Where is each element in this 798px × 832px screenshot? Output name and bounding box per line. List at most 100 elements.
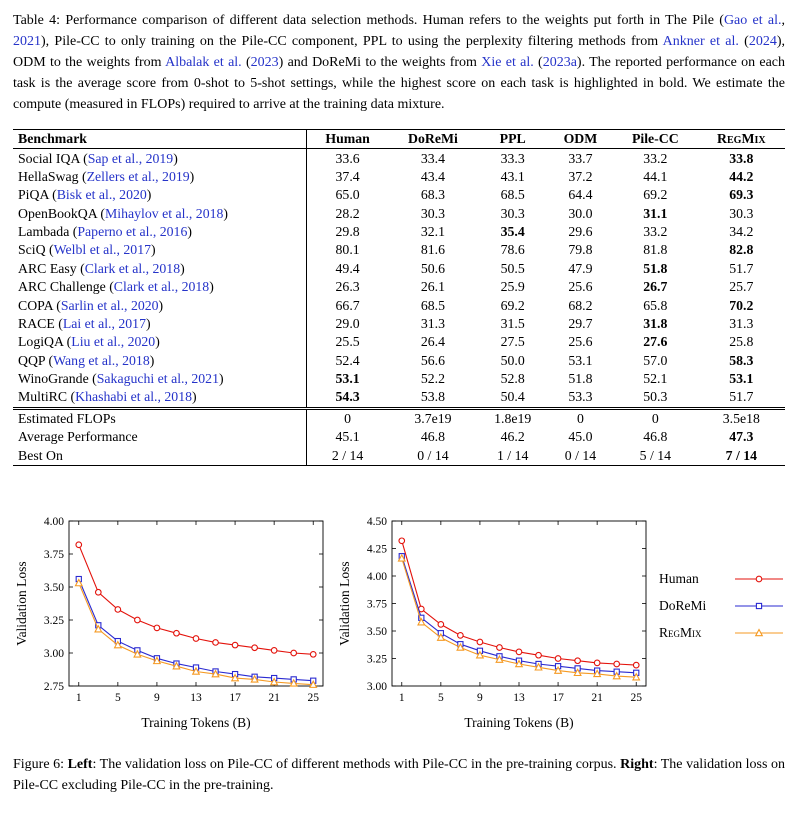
citation-link[interactable]: Sap et al., 2019 xyxy=(87,150,174,166)
score-cell: 78.6 xyxy=(500,242,525,258)
circle-marker xyxy=(231,641,239,649)
citation-link[interactable]: Lai et al., 2017 xyxy=(62,315,146,331)
score-cell: 33.3 xyxy=(500,150,525,166)
header-row: Benchmark Human DoReMi PPL ODM Pile-CC R… xyxy=(13,129,785,150)
circle-marker xyxy=(212,638,219,646)
text-segment: ), ODM to the weights from xyxy=(13,34,785,70)
citation-link[interactable]: Ankner et al. xyxy=(662,34,739,49)
circle-marker xyxy=(290,649,298,657)
legend-label: RegMix xyxy=(659,624,702,640)
chart-legend: Human DoReMi RegMix xyxy=(659,571,785,641)
triangle-marker xyxy=(113,640,123,649)
triangle-marker xyxy=(211,669,220,678)
score-cell: 33.4 xyxy=(420,150,445,166)
svg-text:3.00: 3.00 xyxy=(44,648,64,660)
score-cell: 31.1 xyxy=(643,205,668,221)
citation-link[interactable]: Khashabi et al., 2018 xyxy=(75,389,192,405)
score-cell: 30.3 xyxy=(500,205,525,221)
summary-row: Best On 2 / 14 0 / 14 1 / 14 0 / 14 5 / 14 7 /… xyxy=(13,446,785,466)
score-cell: 0 xyxy=(306,406,389,428)
citation-link[interactable]: 2023a xyxy=(542,55,577,70)
score-cell: 3.7e19 xyxy=(388,406,478,428)
citation-link[interactable]: Welbl et al., 2017 xyxy=(53,242,152,258)
citation-link[interactable]: Clark et al., 2018 xyxy=(84,260,181,276)
svg-text:3.75: 3.75 xyxy=(44,549,64,561)
score-cell: 49.4 xyxy=(335,260,360,276)
triangle-marker xyxy=(456,642,465,651)
triangle-marker xyxy=(495,654,504,663)
score-cell: 25.5 xyxy=(335,334,360,350)
table-row: QQP (Wang et al., 2018) 52.4 56.6 50.0 53.1 5… xyxy=(13,351,785,370)
svg-text:1: 1 xyxy=(76,692,82,704)
citation-link[interactable]: 2024 xyxy=(748,34,777,49)
benchmark-name: Lambada ( xyxy=(18,224,78,240)
svg-text:Training Tokens (B): Training Tokens (B) xyxy=(141,715,250,730)
triangle-marker xyxy=(172,661,181,670)
citation-link[interactable]: Bisk et al., 2020 xyxy=(56,187,147,203)
citation-link[interactable]: Liu et al., 2020 xyxy=(71,334,156,350)
text-segment: ), Pile-CC to only training on the Pile-… xyxy=(41,34,663,49)
svg-text:25: 25 xyxy=(307,692,319,704)
svg-text:4.25: 4.25 xyxy=(367,543,387,555)
svg-text:3.25: 3.25 xyxy=(367,653,387,665)
table-row: MultiRC (Khashabi et al., 2018) 54.3 53.8 5… xyxy=(13,388,785,409)
score-cell: 27.6 xyxy=(643,334,668,350)
benchmark-cell: SciQ (Welbl et al., 2017) xyxy=(13,241,307,260)
benchmark-cell: HellaSwag (Zellers et al., 2019) xyxy=(13,167,307,187)
citation-link[interactable]: Mihaylov et al., 2018 xyxy=(105,205,224,221)
score-cell: 53.1 xyxy=(568,352,593,368)
citation-link[interactable]: Albalak et al. xyxy=(165,55,242,70)
triangle-marker xyxy=(754,628,764,636)
circle-marker xyxy=(437,620,445,628)
svg-text:4.50: 4.50 xyxy=(367,516,387,528)
header-doremi: DoReMi xyxy=(388,129,478,150)
triangle-marker xyxy=(534,662,543,671)
citation-link[interactable]: Sarlin et al., 2020 xyxy=(60,297,159,313)
header-odm: ODM xyxy=(547,129,614,150)
score-cell: 51.7 xyxy=(729,389,754,405)
score-cell: 50.3 xyxy=(643,389,668,405)
benchmark-name-close: ) xyxy=(209,279,214,295)
svg-text:5: 5 xyxy=(115,692,121,704)
score-cell: 26.7 xyxy=(643,279,668,295)
benchmark-name-close: ) xyxy=(149,352,155,368)
score-cell: 35.4 xyxy=(500,224,525,240)
citation-link[interactable]: Wang et al., 2018 xyxy=(53,352,150,368)
text-segment: Left xyxy=(67,756,93,772)
svg-text:3.75: 3.75 xyxy=(367,598,387,610)
score-cell: 47.9 xyxy=(568,260,593,276)
table-row: ARC Challenge (Clark et al., 2018) 26.3 26… xyxy=(13,278,785,297)
citation-link[interactable]: 2023 xyxy=(250,55,279,70)
score-cell: 0 / 14 xyxy=(417,447,449,463)
triangle-marker xyxy=(191,666,201,675)
table-row: LogiQA (Liu et al., 2020) 25.5 26.4 27.5 25.… xyxy=(13,333,785,352)
citation-link[interactable]: Clark et al., 2018 xyxy=(113,279,210,295)
citation-link[interactable]: Gao et al. xyxy=(723,13,782,28)
figure-caption: Figure 6: Left: The validation loss on P… xyxy=(13,754,785,796)
benchmark-name: PiQA ( xyxy=(18,187,57,203)
svg-text:Validation Loss: Validation Loss xyxy=(337,561,352,645)
circle-marker xyxy=(574,657,581,664)
svg-text:9: 9 xyxy=(154,692,160,704)
legend-item: RegMix xyxy=(659,625,785,641)
triangle-marker xyxy=(250,674,259,683)
citation-link[interactable]: 2021 xyxy=(13,34,41,49)
header-human: Human xyxy=(306,129,389,150)
score-cell: 80.1 xyxy=(335,242,360,258)
citation-link[interactable]: Sakaguchi et al., 2021 xyxy=(96,371,219,387)
citation-link[interactable]: Xie et al. xyxy=(481,55,534,70)
figure-6: 2.75 3.00 3.25 3.50 3.75 4.00 1 5 9 13 17 21 25 Train… xyxy=(13,512,785,796)
score-cell: 79.8 xyxy=(568,242,593,258)
citation-link[interactable]: Paperno et al., 2016 xyxy=(77,224,188,240)
triangle-marker xyxy=(74,578,83,587)
benchmark-name: QQP ( xyxy=(18,352,54,368)
circle-marker xyxy=(192,634,200,642)
citation-link[interactable]: Zellers et al., 2019 xyxy=(86,168,190,184)
score-cell: 69.2 xyxy=(643,187,668,203)
legend-label: Human xyxy=(659,570,699,586)
circle-marker xyxy=(457,631,464,639)
score-cell: 33.7 xyxy=(568,150,593,166)
svg-text:13: 13 xyxy=(190,692,202,704)
benchmark-name-close: ) xyxy=(151,242,156,258)
legend-line-sample xyxy=(735,602,783,609)
